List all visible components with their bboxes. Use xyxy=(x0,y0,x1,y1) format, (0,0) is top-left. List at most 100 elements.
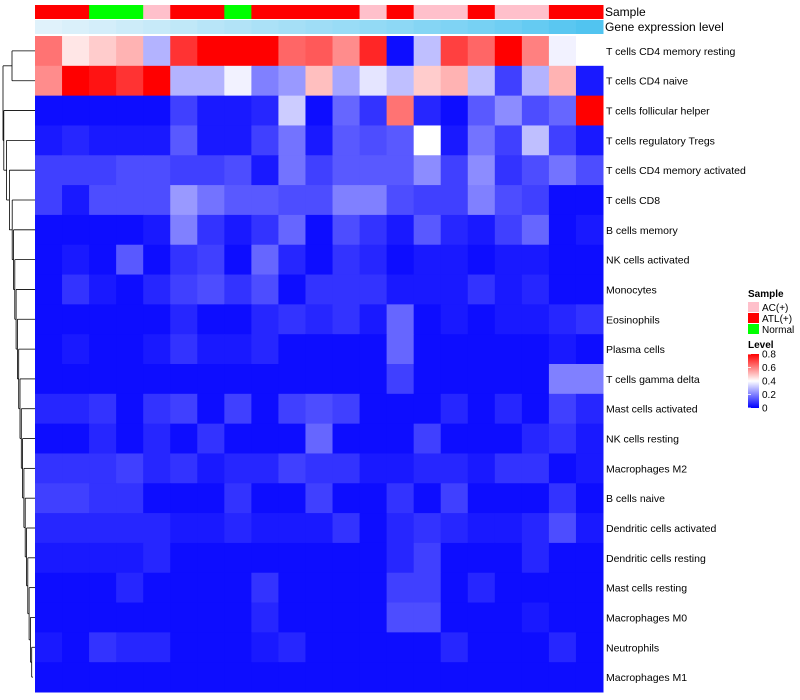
heatmap-cell xyxy=(197,304,225,335)
heatmap-cell xyxy=(35,155,63,186)
heatmap-cell xyxy=(440,244,469,276)
heatmap-cell xyxy=(224,632,252,663)
heatmap-cell xyxy=(521,662,550,693)
heatmap-cell xyxy=(521,334,550,365)
heatmap-cell xyxy=(521,95,550,126)
heatmap-cell xyxy=(305,304,334,335)
heatmap-cell xyxy=(35,125,63,156)
heatmap-cell xyxy=(170,393,198,425)
heatmap-cell xyxy=(305,155,334,186)
heatmap-cell xyxy=(332,244,361,276)
heatmap-cell xyxy=(359,483,388,514)
gene-expression-annotation-cell xyxy=(305,20,334,34)
heatmap-cell xyxy=(197,274,225,305)
heatmap-cell xyxy=(278,542,306,574)
heatmap-cell xyxy=(35,304,63,335)
heatmap-cell xyxy=(224,542,252,574)
heatmap-cell xyxy=(305,513,334,544)
legend-swatch xyxy=(748,313,759,323)
heatmap-cell xyxy=(251,513,279,544)
heatmap-cell xyxy=(116,125,144,156)
gene-expression-annotation-cell xyxy=(89,20,117,34)
heatmap-cell xyxy=(62,95,90,126)
heatmap-cell xyxy=(548,304,577,335)
heatmap-cell xyxy=(305,572,334,604)
heatmap-cell xyxy=(467,65,496,97)
heatmap-cell xyxy=(332,125,361,156)
heatmap-cell xyxy=(62,602,90,633)
heatmap-cell xyxy=(548,36,577,67)
heatmap-cell xyxy=(251,274,279,305)
heatmap-cell xyxy=(494,95,523,126)
heatmap-cell xyxy=(278,632,306,663)
heatmap-cell xyxy=(359,125,388,156)
heatmap-cell xyxy=(62,155,90,186)
row-label: NK cells resting xyxy=(606,434,679,446)
heatmap-cell xyxy=(467,95,496,126)
heatmap-cell xyxy=(305,125,334,156)
sample-annotation-cell xyxy=(278,5,306,19)
heatmap-cell xyxy=(494,513,523,544)
heatmap-cell xyxy=(494,572,523,604)
row-label: Neutrophils xyxy=(606,642,659,654)
row-label: Mast cells resting xyxy=(606,583,687,595)
heatmap-cell xyxy=(62,423,90,454)
heatmap-cell xyxy=(170,483,198,514)
heatmap-cell xyxy=(170,334,198,365)
heatmap-cell xyxy=(62,125,90,156)
heatmap-cell xyxy=(89,453,117,484)
heatmap-cell xyxy=(494,155,523,186)
heatmap-cell xyxy=(170,602,198,633)
heatmap-cell xyxy=(413,632,442,663)
heatmap-cell xyxy=(170,364,198,395)
heatmap-cell xyxy=(413,155,442,186)
heatmap-cell xyxy=(197,65,225,97)
heatmap-cell xyxy=(359,662,388,693)
heatmap-cell xyxy=(548,602,577,633)
heatmap-cell xyxy=(224,602,252,633)
heatmap-cell xyxy=(359,393,388,425)
annotation-label-gene-expression: Gene expression level xyxy=(605,20,724,34)
heatmap-cell xyxy=(35,95,63,126)
heatmap-cell xyxy=(359,602,388,633)
heatmap-cell xyxy=(197,155,225,186)
heatmap-cell xyxy=(89,125,117,156)
heatmap-cell xyxy=(143,244,171,276)
heatmap-cell xyxy=(548,513,577,544)
heatmap-cell xyxy=(359,244,388,276)
heatmap-cell xyxy=(224,36,252,67)
sample-annotation-cell xyxy=(170,5,198,19)
heatmap-cell xyxy=(548,95,577,126)
heatmap-cell xyxy=(386,393,415,425)
heatmap-cell xyxy=(197,662,225,693)
heatmap-cell xyxy=(386,214,415,246)
heatmap-cell xyxy=(35,334,63,365)
heatmap-cell xyxy=(116,95,144,126)
row-label: T cells CD4 memory resting xyxy=(606,46,735,58)
heatmap-cell xyxy=(278,334,306,365)
heatmap-cell xyxy=(143,125,171,156)
heatmap-cell xyxy=(278,364,306,395)
sample-annotation-cell xyxy=(521,5,550,19)
sample-annotation-cell xyxy=(494,5,523,19)
heatmap-cell xyxy=(116,214,144,246)
gene-expression-annotation-cell xyxy=(197,20,225,34)
heatmap-cell xyxy=(116,364,144,395)
heatmap-cell xyxy=(197,453,225,484)
heatmap-cell xyxy=(494,632,523,663)
heatmap-cell xyxy=(224,214,252,246)
heatmap-cell xyxy=(575,36,604,67)
row-labels: T cells CD4 memory resting T cells CD4 na… xyxy=(606,46,746,684)
heatmap-cell xyxy=(494,662,523,693)
heatmap-cell xyxy=(143,632,171,663)
heatmap-cell xyxy=(35,572,63,604)
heatmap-cell xyxy=(575,364,604,395)
heatmap-cell xyxy=(575,304,604,335)
heatmap-cell xyxy=(494,65,523,97)
heatmap-cell xyxy=(521,244,550,276)
heatmap-cell xyxy=(35,483,63,514)
heatmap-cell xyxy=(440,364,469,395)
heatmap-cell xyxy=(467,483,496,514)
heatmap-cell xyxy=(467,453,496,484)
heatmap-cell xyxy=(467,364,496,395)
